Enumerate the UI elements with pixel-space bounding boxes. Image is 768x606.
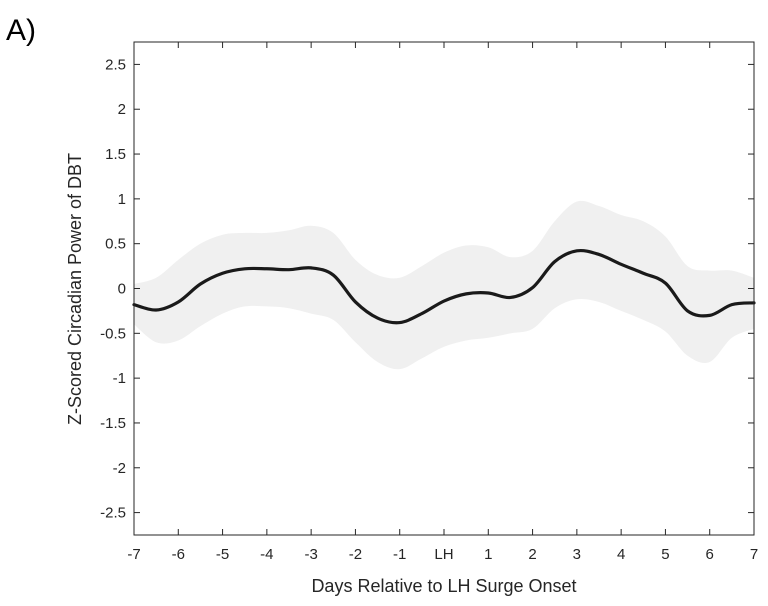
y-tick-label-7: -1 xyxy=(113,370,126,387)
x-tick-label-1: -6 xyxy=(172,546,185,563)
x-tick-label-11: 4 xyxy=(617,546,625,563)
panel-label-c: C) xyxy=(2,602,34,606)
y-tick-label-10: -2.5 xyxy=(100,505,126,522)
x-tick-label-8: 1 xyxy=(484,546,492,563)
x-axis-ticks: -7 -6 -5 -4 -3 -2 -1 LH 1 2 3 4 5 6 7 xyxy=(127,42,758,563)
x-tick-label-2: -5 xyxy=(216,546,229,563)
x-tick-label-9: 2 xyxy=(528,546,536,563)
x-tick-label-14: 7 xyxy=(750,546,758,563)
x-tick-label-10: 3 xyxy=(573,546,581,563)
x-tick-label-3: -4 xyxy=(260,546,273,563)
y-tick-label-9: -2 xyxy=(113,460,126,477)
x-tick-label-0: -7 xyxy=(127,546,140,563)
confidence-band-0 xyxy=(134,200,754,370)
y-axis-ticks: 2.5 2 1.5 1 0.5 0 -0.5 -1 -1.5 -2 -2.5 xyxy=(100,56,754,522)
x-tick-label-5: -2 xyxy=(349,546,362,563)
x-tick-label-7: LH xyxy=(434,546,453,563)
y-tick-label-4: 0.5 xyxy=(105,236,126,253)
x-tick-label-4: -3 xyxy=(304,546,317,563)
x-tick-label-12: 5 xyxy=(661,546,669,563)
y-tick-label-8: -1.5 xyxy=(100,415,126,432)
x-tick-label-13: 6 xyxy=(706,546,714,563)
x-tick-label-6: -1 xyxy=(393,546,406,563)
panel-label-a: A) xyxy=(6,14,36,47)
y-tick-label-3: 1 xyxy=(118,191,126,208)
y-tick-label-5: 0 xyxy=(118,281,126,298)
y-tick-label-1: 2 xyxy=(118,101,126,118)
y-tick-label-2: 1.5 xyxy=(105,146,126,163)
x-axis-label: Days Relative to LH Surge Onset xyxy=(311,576,576,596)
y-tick-label-0: 2.5 xyxy=(105,56,126,73)
mean-line-0 xyxy=(132,248,756,325)
y-tick-label-6: -0.5 xyxy=(100,325,126,342)
y-axis-label: Z-Scored Circadian Power of DBT xyxy=(65,153,85,425)
confidence-band-layer xyxy=(134,200,754,370)
mean-line-layer xyxy=(132,248,756,325)
